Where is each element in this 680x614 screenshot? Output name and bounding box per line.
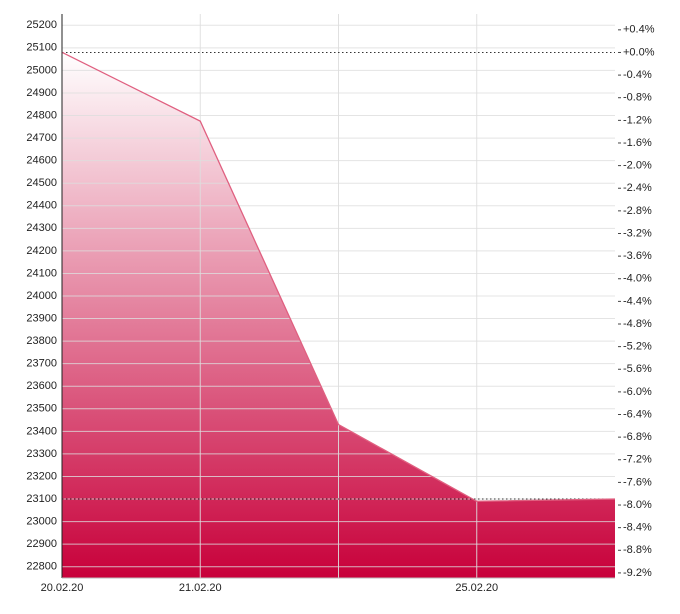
y2-tick-label: -6.0%: [623, 386, 652, 398]
area-line: [61, 51, 616, 502]
y2-tick-label: -0.8%: [623, 92, 652, 104]
y2-tick-label: -5.2%: [623, 341, 652, 353]
y-tick-label: 23700: [26, 358, 57, 370]
y-tick-label: 23600: [26, 380, 57, 392]
y2-tick-label: -3.2%: [623, 227, 652, 239]
y-tick-label: 23500: [26, 403, 57, 415]
y-tick-label: 24700: [26, 132, 57, 144]
y-tick-label: 22800: [26, 561, 57, 573]
y-tick-label: 23300: [26, 448, 57, 460]
y2-tick-label: -1.6%: [623, 137, 652, 149]
y-tick-label: 24400: [26, 200, 57, 212]
y-tick-label: 25000: [26, 64, 57, 76]
y-tick-label: 24600: [26, 155, 57, 167]
y-tick-label: 22900: [26, 538, 57, 550]
y2-tick-label: -4.8%: [623, 318, 652, 330]
y-tick-label: 24100: [26, 267, 57, 279]
y2-tick-label: -9.2%: [623, 567, 652, 579]
x-tick-label: 21.02.20: [179, 582, 222, 594]
y2-tick-label: -4.4%: [623, 295, 652, 307]
y2-tick-label: +0.0%: [623, 46, 655, 58]
y2-tick-label: -4.0%: [623, 273, 652, 285]
y-tick-label: 24900: [26, 87, 57, 99]
y2-tick-label: -2.0%: [623, 160, 652, 172]
y-tick-label: 24000: [26, 290, 57, 302]
y-tick-label: 24200: [26, 245, 57, 257]
y2-tick-label: -5.6%: [623, 363, 652, 375]
y2-tick-label: -0.4%: [623, 69, 652, 81]
y-tick-label: 23200: [26, 470, 57, 482]
y-tick-label: 23100: [26, 493, 57, 505]
y-tick-label: 24800: [26, 109, 57, 121]
y2-tick-label: -6.8%: [623, 431, 652, 443]
y-tick-label: 24300: [26, 222, 57, 234]
y-tick-label: 23900: [26, 312, 57, 324]
y-tick-label: 23800: [26, 335, 57, 347]
y2-tick-label: +0.4%: [623, 24, 655, 36]
y2-tick-label: -2.8%: [623, 205, 652, 217]
y2-tick-label: -8.8%: [623, 544, 652, 556]
y-tick-label: 23400: [26, 425, 57, 437]
y2-tick-label: -1.2%: [623, 114, 652, 126]
y2-tick-label: -8.0%: [623, 499, 652, 511]
y2-tick-label: -8.4%: [623, 522, 652, 534]
y2-tick-label: -2.4%: [623, 182, 652, 194]
y2-tick-label: -3.6%: [623, 250, 652, 262]
y2-tick-label: -7.6%: [623, 476, 652, 488]
y-tick-label: 23000: [26, 516, 57, 528]
y-tick-label: 24500: [26, 177, 57, 189]
y-tick-label: 25200: [26, 19, 57, 31]
y2-tick-label: -7.2%: [623, 454, 652, 466]
x-tick-label: 25.02.20: [455, 582, 498, 594]
x-tick-label: 20.02.20: [41, 582, 84, 594]
y2-tick-label: -6.4%: [623, 408, 652, 420]
y-tick-label: 25100: [26, 42, 57, 54]
